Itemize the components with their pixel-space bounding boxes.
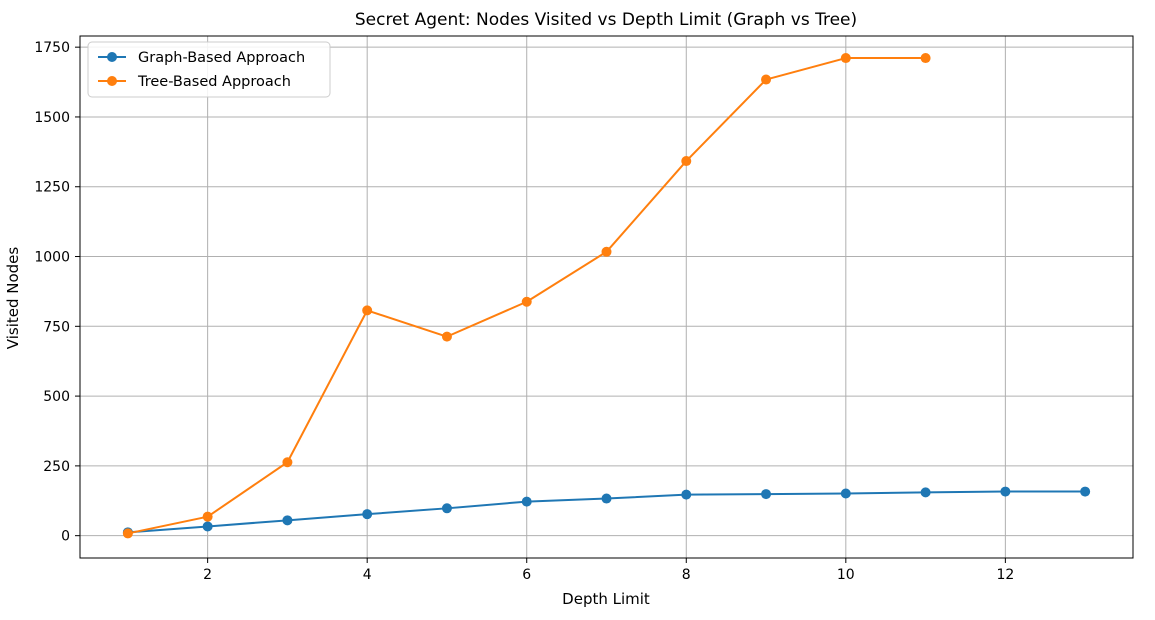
y-tick-label: 1750 <box>34 40 70 56</box>
y-tick-label: 500 <box>43 389 70 405</box>
y-tick-label: 1500 <box>34 110 70 126</box>
data-point-graph <box>920 487 931 498</box>
x-tick-label: 6 <box>522 567 531 583</box>
series-layer <box>122 53 1091 539</box>
x-tick-label: 4 <box>363 567 372 583</box>
data-point-tree <box>840 53 851 64</box>
data-point-graph <box>601 493 612 504</box>
y-tick-label: 1000 <box>34 250 70 266</box>
legend-label: Graph-Based Approach <box>138 50 305 66</box>
data-point-graph <box>761 489 772 500</box>
x-axis-label: Depth Limit <box>562 590 650 608</box>
data-point-graph <box>840 488 851 499</box>
data-point-tree <box>362 305 373 316</box>
x-tick-label: 8 <box>682 567 691 583</box>
legend: Graph-Based Approach Tree-Based Approach <box>87 41 331 98</box>
data-point-graph <box>681 489 692 500</box>
data-point-graph <box>441 503 452 514</box>
y-axis-label: Visited Nodes <box>4 247 22 350</box>
y-tick-label: 1250 <box>34 180 70 196</box>
data-point-tree <box>202 511 213 522</box>
x-tick-label: 12 <box>996 567 1014 583</box>
y-tick-label: 0 <box>61 529 70 545</box>
axes-layer: 2 4 6 8 10 12 0 250 500 750 1000 1250 1500 1750 <box>34 35 1134 583</box>
data-point-graph <box>202 521 213 532</box>
chart-title: Secret Agent: Nodes Visited vs Depth Lim… <box>355 10 857 30</box>
data-point-graph <box>362 509 373 520</box>
x-tick-label: 2 <box>203 567 212 583</box>
data-point-tree <box>441 331 452 342</box>
data-point-tree <box>761 74 772 85</box>
data-point-graph <box>1080 486 1091 497</box>
plot-frame <box>79 35 1134 559</box>
legend-label: Tree-Based Approach <box>137 74 291 90</box>
data-point-tree <box>282 457 293 468</box>
y-tick-label: 750 <box>43 319 70 335</box>
legend-box <box>87 41 331 98</box>
data-point-tree <box>521 296 532 307</box>
data-point-tree <box>122 528 133 539</box>
data-point-tree <box>920 53 931 64</box>
data-point-graph <box>521 496 532 507</box>
data-point-graph <box>282 515 293 526</box>
data-point-graph <box>1000 486 1011 497</box>
x-tick-label: 10 <box>837 567 855 583</box>
y-tick-label: 250 <box>43 459 70 475</box>
grid-layer <box>80 36 1133 558</box>
legend-swatch-marker <box>107 52 117 62</box>
data-point-tree <box>681 156 692 167</box>
legend-swatch-marker <box>107 76 117 86</box>
data-point-tree <box>601 246 612 257</box>
